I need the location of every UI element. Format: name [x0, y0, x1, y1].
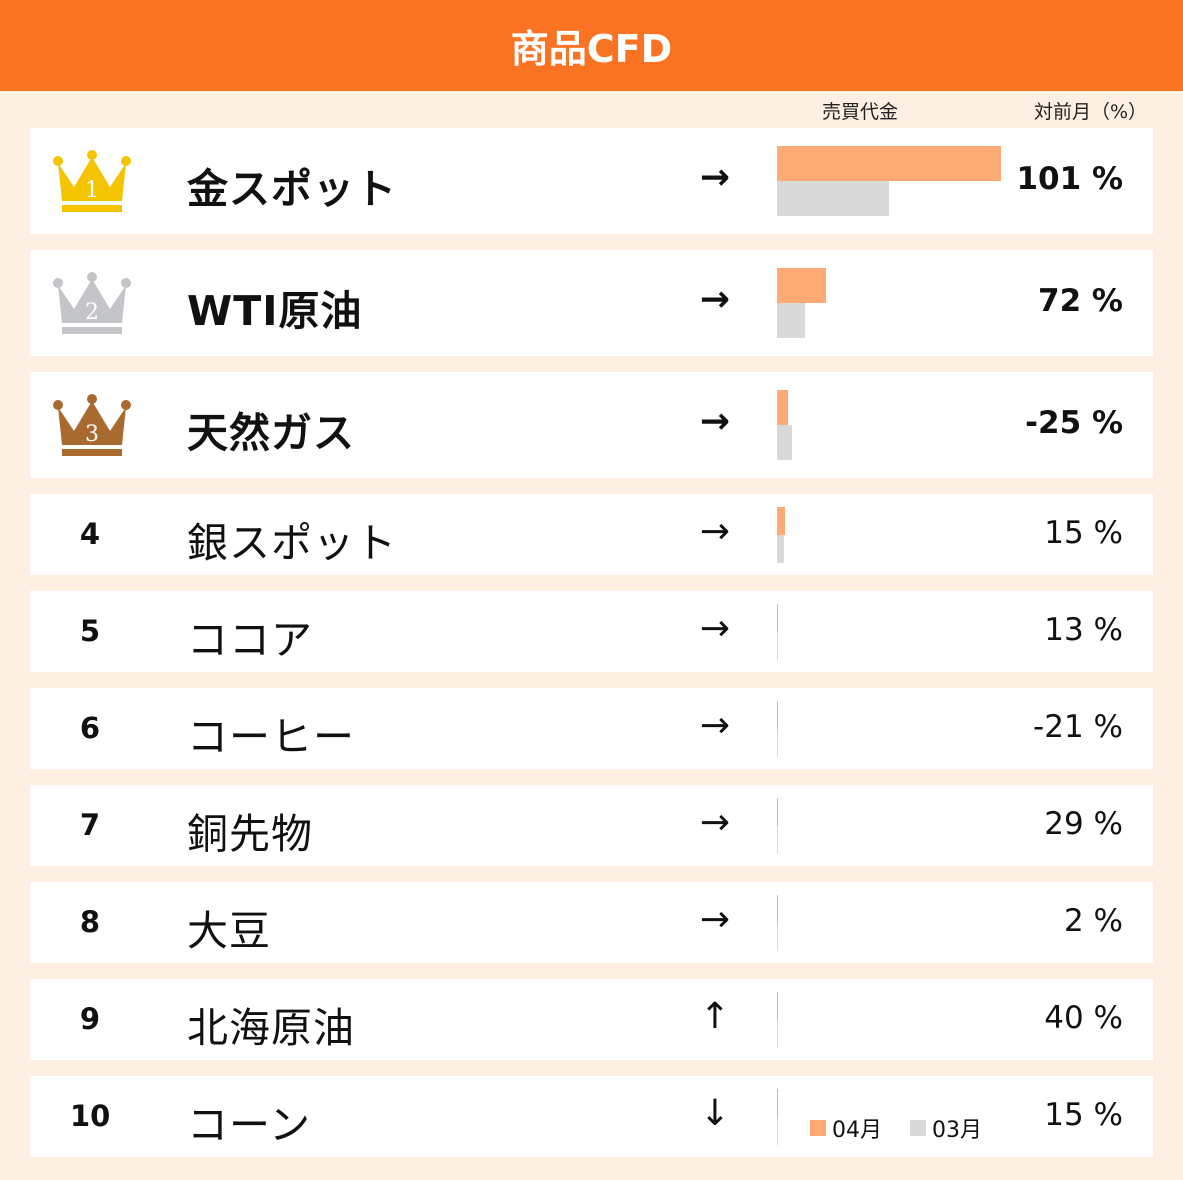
legend-label-current: 04月 — [832, 1118, 882, 1143]
month-over-month-value: 101 % — [1016, 161, 1123, 197]
bar-previous-month — [777, 534, 784, 563]
legend-item-previous: 03月 — [910, 1112, 982, 1144]
table-row: 4 銀スポット → 15 % — [30, 494, 1153, 575]
legend-swatch-current — [810, 1120, 826, 1136]
rank-number: 8 — [79, 904, 101, 939]
bar-previous-month — [777, 825, 778, 854]
bronze-crown-icon: 3 — [52, 393, 132, 457]
column-header-mom: 対前月（%） — [1034, 101, 1148, 123]
commodity-name: 天然ガス — [187, 409, 355, 457]
volume-bars — [777, 146, 1017, 216]
commodity-name: コーヒー — [187, 712, 355, 761]
table-row: 5 ココア → 13 % — [30, 591, 1153, 672]
bar-current-month — [777, 991, 778, 1020]
rank-number: 9 — [79, 1001, 101, 1036]
svg-text:3: 3 — [85, 422, 99, 447]
month-over-month-value: 15 % — [1044, 514, 1123, 551]
month-over-month-value: 13 % — [1044, 611, 1123, 648]
svg-text:1: 1 — [85, 178, 99, 203]
table-row: 1 金スポット → 101 % — [30, 128, 1153, 234]
commodity-name: 金スポット — [187, 165, 397, 213]
month-over-month-value: -21 % — [1033, 708, 1123, 745]
table-row: 9 北海原油 ↑ 40 % — [30, 979, 1153, 1060]
rank-number: 5 — [79, 613, 101, 648]
bar-previous-month — [777, 181, 889, 216]
rank-number: 4 — [79, 516, 101, 551]
volume-bars — [777, 894, 1017, 951]
legend: 04月 03月 — [810, 1112, 1010, 1144]
bar-previous-month — [777, 922, 778, 951]
month-over-month-value: -25 % — [1025, 405, 1123, 441]
arrow-up-icon: ↑ — [699, 995, 731, 1037]
commodity-name: 銀スポット — [187, 518, 397, 567]
bar-previous-month — [777, 728, 778, 757]
arrow-down-icon: ↓ — [699, 1092, 731, 1134]
commodity-name: WTI原油 — [187, 287, 363, 335]
bar-previous-month — [777, 1019, 778, 1048]
volume-bars — [777, 991, 1017, 1048]
rank-number: 6 — [79, 710, 101, 745]
bar-previous-month — [777, 631, 778, 660]
commodity-name: 銅先物 — [187, 809, 313, 858]
month-over-month-value: 40 % — [1044, 999, 1123, 1036]
column-header-volume: 売買代金 — [822, 101, 899, 123]
volume-bars — [777, 700, 1017, 757]
table-row: 2 WTI原油 → 72 % — [30, 250, 1153, 356]
bar-current-month — [777, 146, 1001, 181]
table-row: 3 天然ガス → -25 % — [30, 372, 1153, 478]
bar-current-month — [777, 603, 778, 632]
bar-previous-month — [777, 425, 792, 460]
bar-current-month — [777, 1088, 778, 1117]
arrow-right-icon: → — [699, 898, 731, 940]
bar-current-month — [777, 700, 778, 729]
arrow-right-icon: → — [699, 279, 731, 320]
commodity-name: コーン — [187, 1100, 311, 1149]
bar-current-month — [777, 390, 789, 425]
table-row: 7 銅先物 → 29 % — [30, 785, 1153, 866]
volume-bars — [777, 390, 1017, 460]
legend-label-previous: 03月 — [932, 1118, 982, 1143]
commodity-name: ココア — [187, 615, 313, 664]
month-over-month-value: 2 % — [1063, 902, 1123, 939]
bar-current-month — [777, 506, 785, 535]
bar-previous-month — [777, 303, 805, 338]
bar-current-month — [777, 797, 778, 826]
volume-bars — [777, 797, 1017, 854]
month-over-month-value: 15 % — [1044, 1096, 1123, 1133]
table-row: 10 コーン ↓ 15 % — [30, 1076, 1153, 1157]
svg-text:2: 2 — [85, 300, 99, 325]
gold-crown-icon: 1 — [52, 149, 132, 213]
volume-bars — [777, 603, 1017, 660]
page-title: 商品CFD — [0, 0, 1183, 91]
arrow-right-icon: → — [699, 401, 731, 442]
legend-item-current: 04月 — [810, 1112, 882, 1144]
silver-crown-icon: 2 — [52, 271, 132, 335]
table-row: 8 大豆 → 2 % — [30, 882, 1153, 963]
month-over-month-value: 72 % — [1038, 283, 1123, 319]
arrow-right-icon: → — [699, 157, 731, 198]
volume-bars — [777, 268, 1017, 338]
rank-number: 10 — [70, 1098, 111, 1133]
volume-bars — [777, 1088, 1017, 1145]
commodity-name: 北海原油 — [187, 1003, 355, 1052]
month-over-month-value: 29 % — [1044, 805, 1123, 842]
table-row: 6 コーヒー → -21 % — [30, 688, 1153, 769]
arrow-right-icon: → — [699, 510, 731, 552]
volume-bars — [777, 506, 1017, 563]
legend-swatch-previous — [910, 1120, 926, 1136]
bar-previous-month — [777, 1116, 778, 1145]
arrow-right-icon: → — [699, 801, 731, 843]
rank-number: 7 — [79, 807, 101, 842]
arrow-right-icon: → — [699, 704, 731, 746]
bar-current-month — [777, 268, 827, 303]
commodity-name: 大豆 — [187, 906, 271, 955]
bar-current-month — [777, 894, 778, 923]
arrow-right-icon: → — [699, 607, 731, 649]
